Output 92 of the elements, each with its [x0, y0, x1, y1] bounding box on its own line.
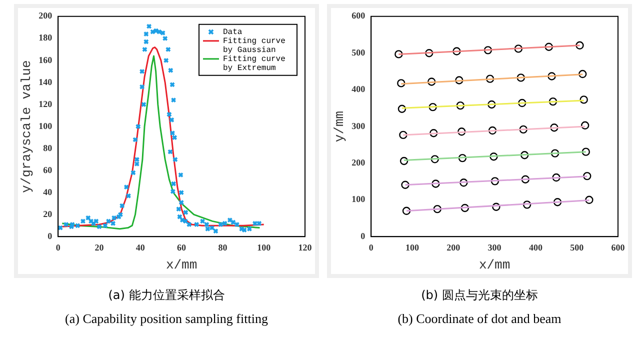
text: (b) Coordinate of dot and beam	[396, 310, 562, 328]
point	[428, 102, 437, 112]
point	[544, 42, 553, 51]
point	[519, 125, 528, 134]
y-tick-label: 60	[43, 164, 53, 175]
y-tick-label: 200	[352, 158, 366, 168]
y-tick-label: 100	[352, 194, 366, 204]
point	[486, 74, 494, 83]
point	[458, 128, 466, 136]
point	[458, 154, 467, 162]
legend-label: Data	[223, 28, 242, 38]
point	[399, 130, 408, 140]
y-tick-label: 160	[38, 54, 53, 65]
y-axis-title: y/mm	[332, 110, 348, 142]
y-tick-label: 500	[352, 47, 366, 58]
point	[398, 104, 406, 113]
x-tick-label: 40	[136, 242, 146, 252]
point	[548, 97, 558, 106]
point	[484, 46, 492, 54]
point	[430, 155, 439, 164]
x-tick-label: 400	[528, 242, 543, 252]
x-tick-label: 120	[298, 242, 312, 252]
legend-label: Fitting curve by Extremum	[223, 55, 286, 74]
y-tick-label: 100	[38, 120, 53, 131]
y-tick-label: 140	[38, 76, 53, 87]
point	[580, 96, 588, 104]
point	[550, 124, 558, 132]
y-tick-label: 20	[43, 208, 53, 219]
point	[432, 180, 440, 188]
point	[427, 78, 436, 86]
y-tick-label: 80	[43, 142, 53, 153]
point	[460, 178, 468, 187]
y-tick-label: 120	[38, 98, 53, 109]
text: (a) Capability position sampling fitting	[64, 310, 269, 328]
y-tick-label: 0	[360, 230, 366, 241]
point	[452, 47, 461, 56]
point	[521, 175, 530, 184]
point	[394, 50, 403, 58]
point	[401, 180, 410, 189]
x-tick-label: 200	[446, 242, 461, 252]
point	[580, 121, 590, 130]
point	[397, 79, 406, 88]
x-tick-label: 20	[94, 242, 104, 252]
y-tick-label: 180	[38, 32, 53, 43]
point	[455, 76, 464, 84]
point	[492, 202, 500, 211]
point	[552, 173, 560, 182]
x-tick-label: 60	[177, 242, 187, 252]
x-tick-label: 300	[488, 242, 502, 252]
x-tick-label: 500	[570, 242, 584, 252]
point	[578, 70, 587, 78]
legend-label: Fitting curve by Gaussian	[223, 37, 286, 56]
x-tick-label: 100	[257, 242, 272, 252]
x-tick-label: 600	[611, 242, 626, 252]
point	[518, 98, 526, 108]
point	[402, 206, 411, 216]
x-tick-label: 0	[56, 242, 61, 252]
text: (a) 能力位置采样拟合	[107, 287, 226, 304]
x-tick-label: 100	[406, 242, 420, 252]
y-tick-label: 0	[48, 230, 53, 241]
point	[488, 100, 496, 109]
y-tick-label: 200	[38, 10, 53, 21]
point	[576, 41, 584, 50]
point	[553, 198, 562, 206]
point	[460, 204, 470, 212]
point	[400, 156, 408, 166]
point	[430, 129, 438, 138]
x-tick-label: 80	[218, 242, 228, 252]
point	[516, 74, 525, 82]
y-axis-title: y/grayscale value	[19, 60, 34, 193]
text: (b) 圆点与光束的坐标	[420, 287, 539, 304]
point	[425, 49, 434, 58]
point	[550, 149, 560, 158]
point	[490, 152, 498, 161]
y-tick-label: 600	[352, 10, 366, 21]
point	[488, 126, 497, 135]
point	[490, 177, 500, 186]
x-tick-label: 0	[368, 242, 374, 252]
point	[583, 172, 592, 180]
point	[522, 200, 532, 209]
x-axis-title: x/mm	[166, 258, 198, 273]
point	[456, 101, 464, 110]
y-tick-label: 300	[352, 120, 366, 131]
point	[433, 204, 442, 214]
point	[585, 196, 594, 204]
point	[520, 151, 529, 160]
y-tick-label: 400	[352, 84, 366, 94]
point	[514, 44, 523, 53]
y-tick-label: 40	[43, 186, 53, 197]
point	[582, 148, 590, 156]
x-axis-title: x/mm	[478, 258, 510, 273]
point	[548, 72, 556, 80]
